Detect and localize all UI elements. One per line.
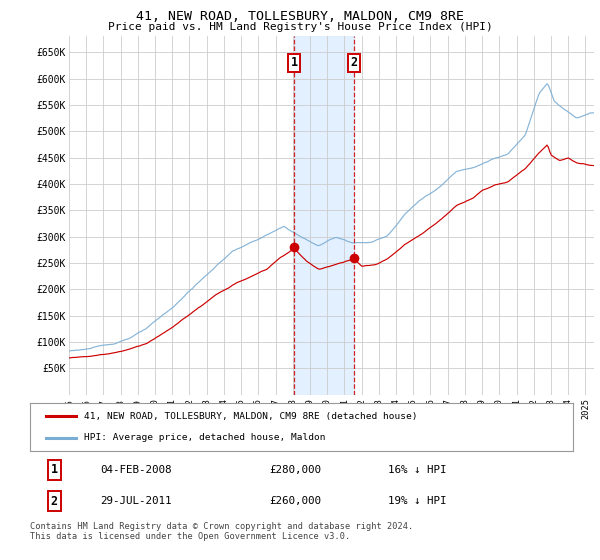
Text: 2: 2 (51, 494, 58, 507)
Text: 04-FEB-2008: 04-FEB-2008 (101, 465, 172, 475)
Text: £280,000: £280,000 (269, 465, 321, 475)
Text: 1: 1 (51, 463, 58, 476)
Text: HPI: Average price, detached house, Maldon: HPI: Average price, detached house, Mald… (85, 433, 326, 442)
Text: 41, NEW ROAD, TOLLESBURY, MALDON, CM9 8RE: 41, NEW ROAD, TOLLESBURY, MALDON, CM9 8R… (136, 10, 464, 23)
Text: 41, NEW ROAD, TOLLESBURY, MALDON, CM9 8RE (detached house): 41, NEW ROAD, TOLLESBURY, MALDON, CM9 8R… (85, 412, 418, 421)
Bar (295, 36, 354, 395)
Text: 19% ↓ HPI: 19% ↓ HPI (388, 496, 447, 506)
Text: 2: 2 (350, 56, 358, 69)
Text: £260,000: £260,000 (269, 496, 321, 506)
Text: 29-JUL-2011: 29-JUL-2011 (101, 496, 172, 506)
Text: Contains HM Land Registry data © Crown copyright and database right 2024.
This d: Contains HM Land Registry data © Crown c… (30, 522, 413, 542)
Text: 1: 1 (291, 56, 298, 69)
Text: Price paid vs. HM Land Registry's House Price Index (HPI): Price paid vs. HM Land Registry's House … (107, 22, 493, 32)
Text: 16% ↓ HPI: 16% ↓ HPI (388, 465, 447, 475)
